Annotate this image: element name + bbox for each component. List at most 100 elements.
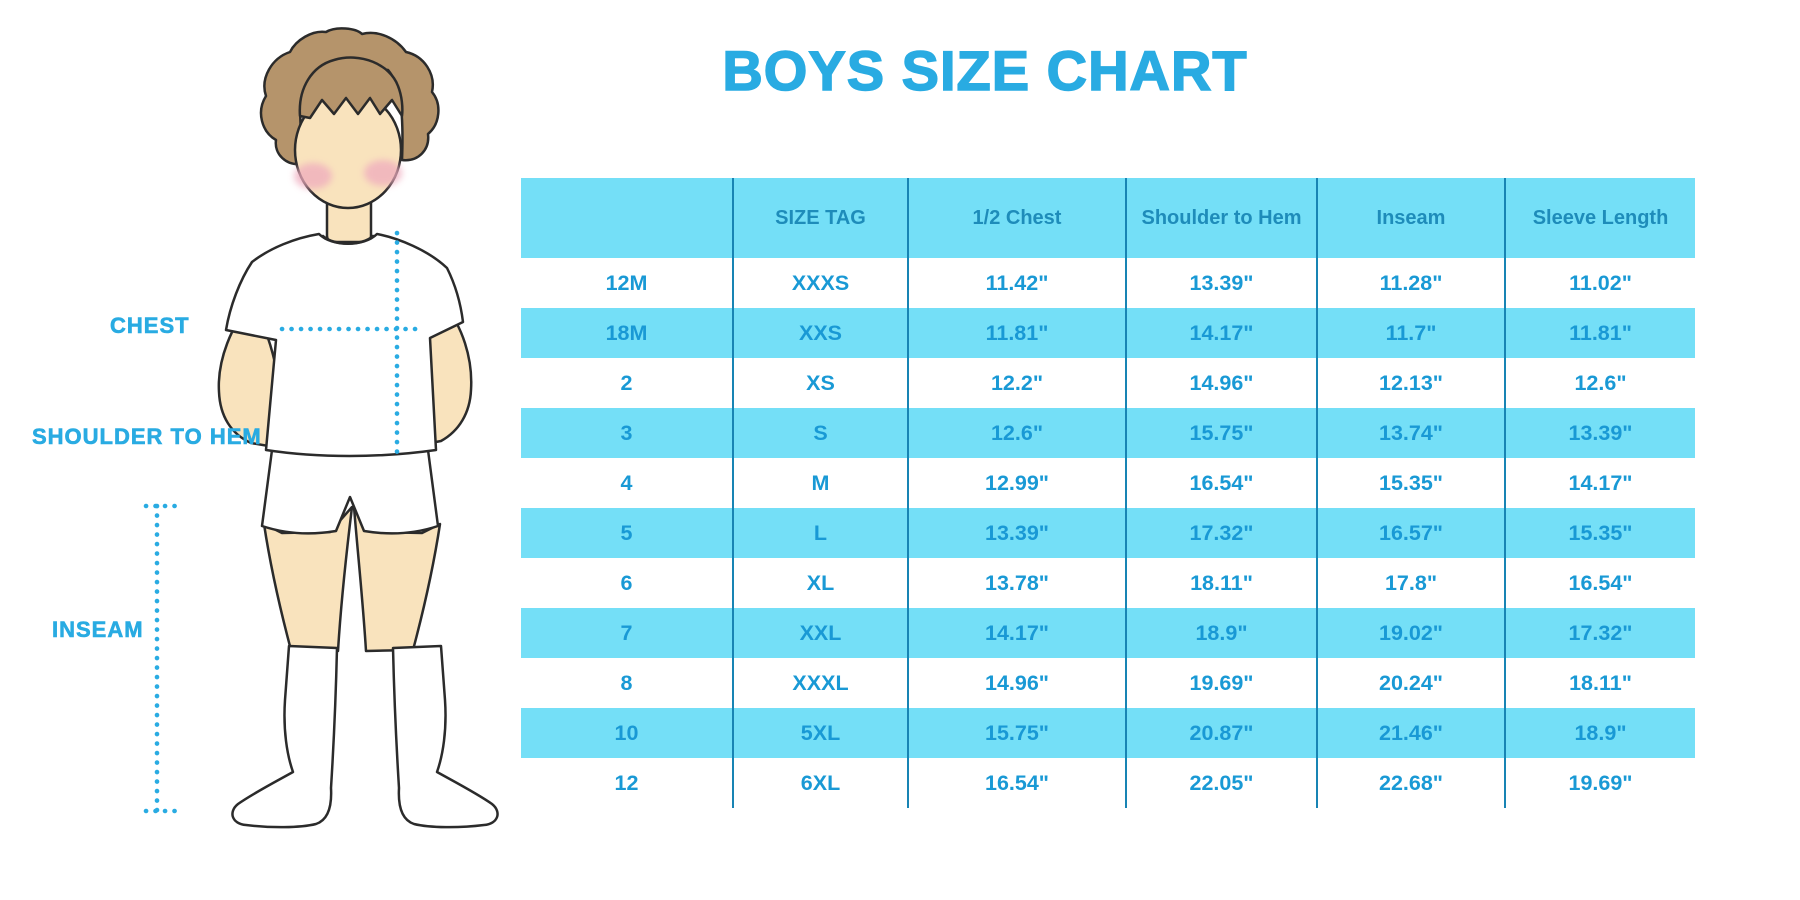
value-cell: M	[732, 458, 908, 508]
value-cell: 18.9"	[1504, 708, 1695, 758]
header-half-chest: 1/2 Chest	[907, 178, 1126, 258]
table-row: 3 S 12.6" 15.75" 13.74" 13.39"	[521, 408, 1695, 458]
table-row: 4 M 12.99" 16.54" 15.35" 14.17"	[521, 458, 1695, 508]
table-row: 18M XXS 11.81" 14.17" 11.7" 11.81"	[521, 308, 1695, 358]
value-cell: L	[732, 508, 908, 558]
value-cell: 14.17"	[1125, 308, 1317, 358]
value-cell: XXXL	[732, 658, 908, 708]
header-row: SIZE TAG 1/2 Chest Shoulder to Hem Insea…	[521, 178, 1695, 258]
value-cell: 12.2"	[907, 358, 1126, 408]
boy-socks	[231, 644, 499, 829]
size-cell: 12	[614, 770, 639, 795]
value-cell: 18.11"	[1504, 658, 1695, 708]
size-cell: 6	[620, 570, 633, 595]
value-cell: 21.46"	[1316, 708, 1505, 758]
value-cell: 11.28"	[1316, 258, 1505, 308]
value-cell: XXXS	[732, 258, 908, 308]
value-cell: XL	[732, 558, 908, 608]
table-row: 5 L 13.39" 17.32" 16.57" 15.35"	[521, 508, 1695, 558]
value-cell: 13.39"	[1125, 258, 1317, 308]
value-cell: 15.75"	[1125, 408, 1317, 458]
value-cell: 11.81"	[1504, 308, 1695, 358]
value-cell: 12.99"	[907, 458, 1126, 508]
page-title: BOYS SIZE CHART	[722, 38, 1248, 103]
boy-blush-left	[294, 163, 332, 189]
size-cell: 18M	[605, 320, 648, 345]
boy-blush-right	[364, 160, 402, 186]
size-cell: 8	[620, 670, 633, 695]
boy-head	[259, 27, 440, 210]
boy-hair-back	[259, 27, 440, 166]
header-size	[521, 178, 733, 258]
size-cell: 4	[620, 470, 633, 495]
value-cell: 12.6"	[1504, 358, 1695, 408]
size-table: SIZE TAG 1/2 Chest Shoulder to Hem Insea…	[521, 178, 1695, 808]
header-size-tag: SIZE TAG	[732, 178, 908, 258]
value-cell: 19.02"	[1316, 608, 1505, 658]
value-cell: 11.42"	[907, 258, 1126, 308]
table-row: 8 XXXL 14.96" 19.69" 20.24" 18.11"	[521, 658, 1695, 708]
value-cell: 12.6"	[907, 408, 1126, 458]
value-cell: 12.13"	[1316, 358, 1505, 408]
size-cell: 7	[620, 620, 633, 645]
value-cell: 13.78"	[907, 558, 1126, 608]
table-row: 6 XL 13.78" 18.11" 17.8" 16.54"	[521, 558, 1695, 608]
value-cell: 22.68"	[1316, 758, 1505, 808]
value-cell: 19.69"	[1504, 758, 1695, 808]
value-cell: S	[732, 408, 908, 458]
size-table-body: 12M XXXS 11.42" 13.39" 11.28" 11.02" 18M XXS 11.…	[521, 258, 1695, 808]
value-cell: XS	[732, 358, 908, 408]
size-cell: 10	[614, 720, 639, 745]
size-cell: 3	[620, 420, 633, 445]
value-cell: 16.54"	[1125, 458, 1317, 508]
value-cell: 13.39"	[907, 508, 1126, 558]
table-row: 10 5XL 15.75" 20.87" 21.46" 18.9"	[521, 708, 1695, 758]
size-cell: 12M	[605, 270, 648, 295]
chest-label: CHEST	[110, 313, 190, 339]
table-row: 7 XXL 14.17" 18.9" 19.02" 17.32"	[521, 608, 1695, 658]
shoulder-to-hem-label: SHOULDER TO HEM	[32, 424, 262, 450]
value-cell: 17.32"	[1125, 508, 1317, 558]
boy-shorts	[260, 448, 440, 535]
value-cell: 16.54"	[1504, 558, 1695, 608]
value-cell: 18.11"	[1125, 558, 1317, 608]
boy-hair-fringe	[298, 56, 404, 120]
value-cell: 19.69"	[1125, 658, 1317, 708]
boy-illustration	[143, 27, 499, 829]
value-cell: 14.17"	[1504, 458, 1695, 508]
value-cell: 15.75"	[907, 708, 1126, 758]
value-cell: 16.57"	[1316, 508, 1505, 558]
value-cell: 11.81"	[907, 308, 1126, 358]
value-cell: 5XL	[732, 708, 908, 758]
header-sleeve-length: Sleeve Length	[1504, 178, 1695, 258]
size-cell: 5	[620, 520, 633, 545]
value-cell: XXL	[732, 608, 908, 658]
inseam-label: INSEAM	[52, 617, 144, 643]
value-cell: 17.8"	[1316, 558, 1505, 608]
value-cell: XXS	[732, 308, 908, 358]
header-inseam: Inseam	[1316, 178, 1505, 258]
value-cell: 20.87"	[1125, 708, 1317, 758]
value-cell: 15.35"	[1316, 458, 1505, 508]
value-cell: 14.96"	[907, 658, 1126, 708]
boy-tshirt	[224, 232, 465, 458]
header-shoulder-to-hem: Shoulder to Hem	[1125, 178, 1317, 258]
value-cell: 16.54"	[907, 758, 1126, 808]
value-cell: 13.74"	[1316, 408, 1505, 458]
value-cell: 14.17"	[907, 608, 1126, 658]
value-cell: 11.02"	[1504, 258, 1695, 308]
table-row: 2 XS 12.2" 14.96" 12.13" 12.6"	[521, 358, 1695, 408]
value-cell: 17.32"	[1504, 608, 1695, 658]
boy-legs	[262, 505, 442, 653]
value-cell: 14.96"	[1125, 358, 1317, 408]
value-cell: 22.05"	[1125, 758, 1317, 808]
value-cell: 20.24"	[1316, 658, 1505, 708]
value-cell: 15.35"	[1504, 508, 1695, 558]
measurement-guides	[143, 230, 427, 814]
table-row: 12M XXXS 11.42" 13.39" 11.28" 11.02"	[521, 258, 1695, 308]
value-cell: 18.9"	[1125, 608, 1317, 658]
size-cell: 2	[620, 370, 633, 395]
value-cell: 13.39"	[1504, 408, 1695, 458]
value-cell: 6XL	[732, 758, 908, 808]
